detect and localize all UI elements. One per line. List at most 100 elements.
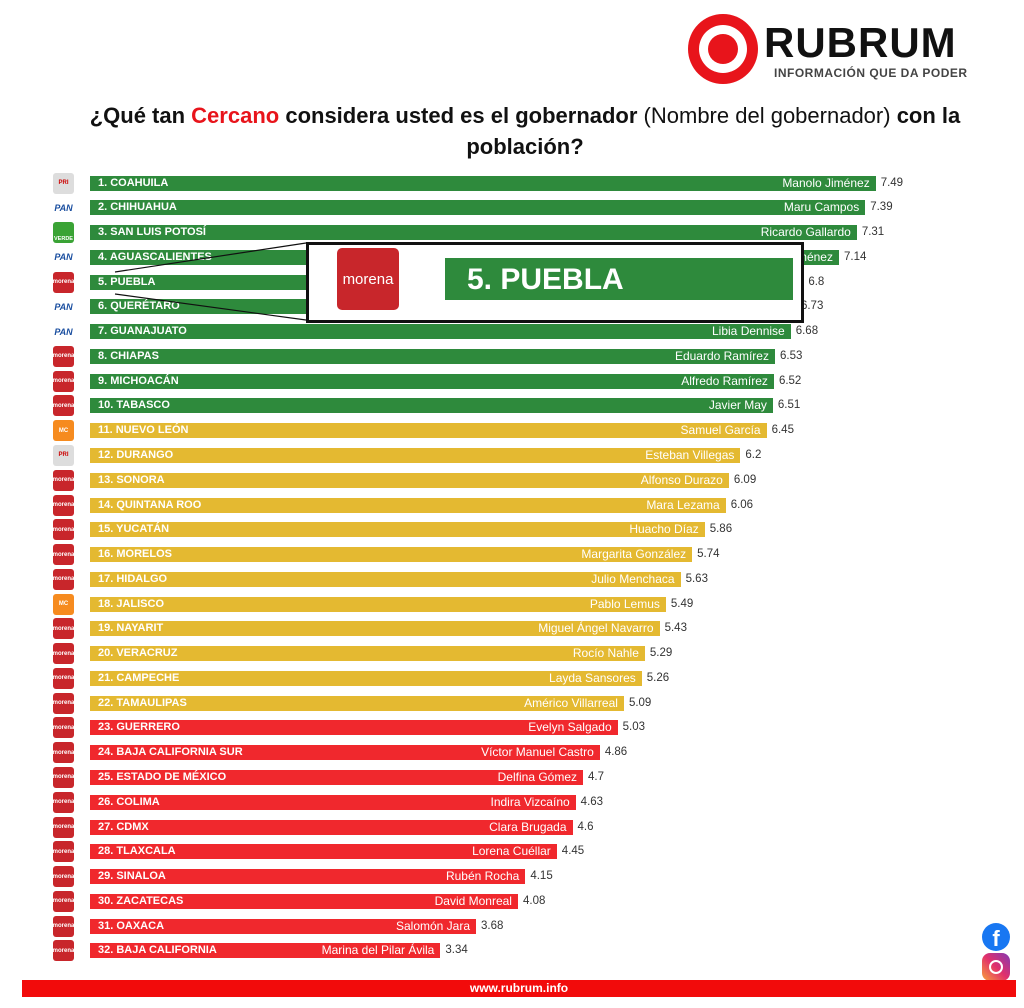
bar: 20. VERACRUZ Rocío Nahle — [90, 646, 645, 662]
bar-category-label: 1. COAHUILA — [98, 176, 169, 189]
governor-name: Miguel Ángel Navarro — [538, 621, 654, 636]
bar-category-label: 27. CDMX — [98, 820, 149, 833]
governor-name: Mara Lezama — [646, 497, 720, 512]
bar-category-label: 22. TAMAULIPAS — [98, 696, 187, 709]
bar-category-label: 9. MICHOACÁN — [98, 374, 179, 387]
governor-name: Samuel García — [680, 423, 761, 438]
governor-name: Lorena Cuéllar — [472, 844, 551, 859]
morena-party-icon: morena — [53, 667, 74, 689]
governor-name: Libia Dennise — [712, 324, 785, 339]
value-label: 6.45 — [771, 424, 794, 437]
bar-category-label: 29. SINALOA — [98, 870, 166, 883]
bar-category-label: 31. OAXACA — [98, 919, 165, 932]
morena-party-icon: morena — [53, 544, 74, 566]
bar: 23. GUERRERO Evelyn Salgado — [90, 720, 618, 736]
governor-name: Ricardo Gallardo — [760, 225, 851, 240]
morena-party-icon: morena — [53, 915, 74, 937]
bar-category-label: 23. GUERRERO — [98, 721, 180, 734]
title-highlight: Cercano — [191, 103, 280, 128]
value-label: 5.26 — [646, 671, 670, 684]
bar-category-label: 5. PUEBLA — [98, 275, 156, 288]
morena-party-icon: morena — [53, 717, 74, 739]
bar-category-label: 19. NAYARIT — [98, 622, 164, 635]
value-label: 5.86 — [709, 523, 733, 536]
bar-category-label: 32. BAJA CALIFORNIA — [98, 944, 217, 957]
bar-category-label: 28. TLAXCALA — [98, 845, 176, 858]
instagram-icon[interactable] — [982, 953, 1010, 981]
morena-party-icon: morena — [53, 469, 74, 491]
bar: 14. QUINTANA ROO Mara Lezama — [90, 497, 726, 513]
governor-name: Javier May — [708, 398, 767, 413]
bar-category-label: 14. QUINTANA ROO — [98, 498, 202, 511]
mc-party-icon: MC — [53, 420, 74, 442]
governor-name: Maru Campos — [783, 200, 860, 215]
bar-category-label: 16. MORELOS — [98, 548, 172, 561]
bar: 22. TAMAULIPAS Américo Villarreal — [90, 695, 624, 711]
target-logo-icon — [688, 14, 758, 84]
morena-party-icon: morena — [53, 618, 74, 640]
morena-party-icon: morena — [53, 395, 74, 417]
governor-name: Evelyn Salgado — [528, 720, 612, 735]
bar-category-label: 6. QUERÉTARO — [98, 300, 180, 313]
bar: 1. COAHUILA Manolo Jiménez — [90, 175, 876, 191]
value-label: 5.74 — [697, 548, 720, 561]
morena-party-icon: morena — [53, 742, 74, 764]
morena-party-icon: morena — [53, 766, 74, 788]
bar: 26. COLIMA Indira Vizcaíno — [90, 794, 576, 810]
brand-name: RUBRUM — [764, 19, 957, 66]
bar-category-label: 21. CAMPECHE — [98, 671, 180, 684]
morena-party-icon: morena — [53, 643, 74, 665]
value-label: 7.39 — [870, 201, 893, 214]
morena-party-icon: morena — [53, 519, 74, 541]
title-normal: (Nombre del gobernador) — [643, 103, 891, 128]
callout-bar: 5. PUEBLA — [445, 258, 793, 300]
footer-url[interactable]: www.rubrum.info — [22, 980, 1016, 997]
governor-name: Rocío Nahle — [572, 646, 639, 661]
morena-party-icon: morena — [53, 271, 74, 293]
callout-label: 5. PUEBLA — [467, 263, 624, 296]
bar: 8. CHIAPAS Eduardo Ramírez — [90, 348, 775, 364]
chart-title: ¿Qué tan Cercano considera usted es el g… — [60, 100, 990, 162]
bar: 28. TLAXCALA Lorena Cuéllar — [90, 844, 557, 860]
title-part1: ¿Qué tan — [89, 103, 192, 128]
value-label: 6.8 — [808, 275, 825, 288]
governor-name: Víctor Manuel Castro — [481, 745, 594, 760]
value-label: 3.34 — [445, 944, 468, 957]
governor-name: Salomón Jara — [395, 918, 471, 933]
governor-name: Esteban Villegas — [645, 447, 735, 462]
morena-party-icon: morena — [53, 841, 74, 863]
morena-party-icon: morena — [53, 866, 74, 888]
pri-party-icon: PRI — [53, 444, 74, 466]
bar: 10. TABASCO Javier May — [90, 398, 773, 414]
title-part2: considera usted es el gobernador — [279, 103, 644, 128]
value-label: 6.51 — [777, 399, 801, 412]
governor-name: Manolo Jiménez — [782, 175, 870, 190]
bar-category-label: 11. NUEVO LEÓN — [98, 424, 189, 437]
bar: 29. SINALOA Rubén Rocha — [90, 869, 526, 885]
governor-name: Alfonso Durazo — [640, 472, 723, 487]
morena-party-icon: morena — [53, 791, 74, 813]
connector-line-bottom — [114, 293, 307, 321]
bar: 3. SAN LUIS POTOSÍ Ricardo Gallardo — [90, 225, 857, 241]
bar: 25. ESTADO DE MÉXICO Delfina Gómez — [90, 769, 584, 785]
facebook-icon[interactable]: f — [982, 923, 1010, 951]
connector-line-top — [114, 242, 307, 273]
bar: 21. CAMPECHE Layda Sansores — [90, 670, 642, 686]
bar: 19. NAYARIT Miguel Ángel Navarro — [90, 621, 660, 637]
pri-party-icon: PRI — [53, 172, 74, 194]
governor-name: Eduardo Ramírez — [674, 348, 769, 363]
value-label: 6.53 — [779, 349, 803, 362]
value-label: 3.68 — [481, 919, 504, 932]
morena-party-icon: morena — [53, 370, 74, 392]
bar-category-label: 25. ESTADO DE MÉXICO — [98, 770, 227, 783]
bar-category-label: 30. ZACATECAS — [98, 894, 184, 907]
zoom-callout: morena 5. PUEBLA — [306, 242, 804, 323]
bar-category-label: 26. COLIMA — [98, 795, 160, 808]
governor-name: Layda Sansores — [549, 670, 636, 685]
morena-party-icon: morena — [53, 345, 74, 367]
value-label: 6.09 — [733, 473, 757, 486]
value-label: 4.63 — [580, 795, 604, 808]
value-label: 7.49 — [880, 176, 904, 189]
value-label: 4.08 — [522, 894, 546, 907]
bar: 12. DURANGO Esteban Villegas — [90, 447, 741, 463]
